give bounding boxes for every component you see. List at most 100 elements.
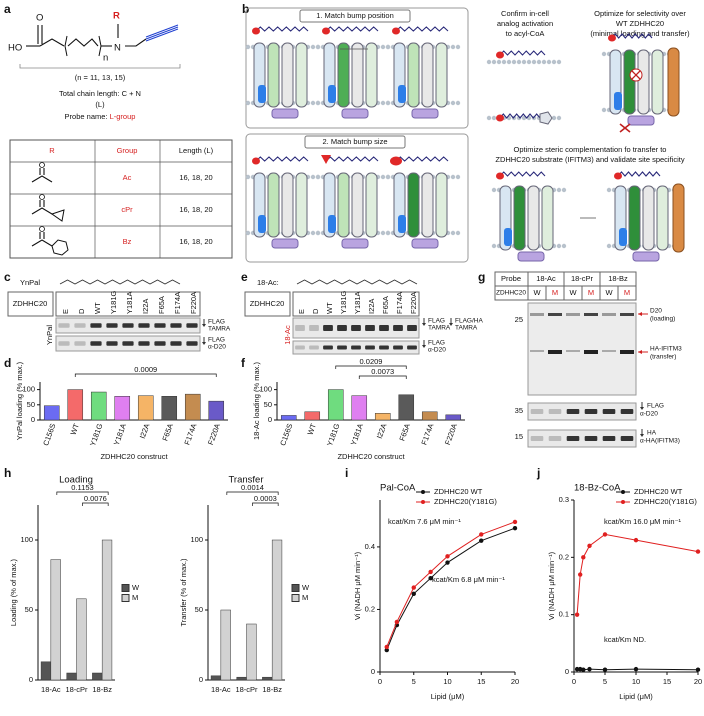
bar xyxy=(304,411,321,421)
probe: 18-Ac: xyxy=(257,278,279,287)
lipid xyxy=(450,230,456,236)
bond xyxy=(19,64,181,69)
bracket xyxy=(74,373,217,377)
pocket xyxy=(328,85,336,103)
pocket xyxy=(504,228,512,246)
annotation: kcat/Km 16.0 μM min⁻¹ xyxy=(604,517,682,526)
helix xyxy=(351,42,364,108)
group: Ac xyxy=(123,173,132,182)
bond xyxy=(145,28,179,42)
lipid xyxy=(516,115,522,121)
x-tick-label: F65A xyxy=(160,422,175,442)
lipid xyxy=(310,174,316,180)
chain xyxy=(499,50,546,56)
helix xyxy=(407,172,420,238)
annotation: kcat/Km 7.6 μM min⁻¹ xyxy=(388,517,461,526)
lipid xyxy=(501,59,507,65)
domain xyxy=(271,238,299,249)
chain xyxy=(325,156,379,162)
point xyxy=(411,585,416,590)
helix xyxy=(365,42,378,108)
marker: 35 xyxy=(515,406,523,415)
band-label: (transfer) xyxy=(650,354,676,361)
x-tick-label: C156S xyxy=(41,422,57,447)
bar xyxy=(76,598,87,681)
bond xyxy=(64,35,68,57)
band xyxy=(170,323,182,328)
band xyxy=(122,341,134,346)
table-header: R xyxy=(49,146,55,155)
x-tick-label: 18-Bz xyxy=(92,685,112,694)
lipid xyxy=(561,243,567,249)
band-label: (loading) xyxy=(650,316,675,323)
band xyxy=(337,345,347,350)
lipid xyxy=(551,59,557,65)
series-line xyxy=(386,521,516,648)
x-tick-label: 18-Ac xyxy=(211,685,231,694)
lipid xyxy=(531,59,537,65)
pocket xyxy=(258,85,266,103)
point xyxy=(512,519,518,525)
step-header xyxy=(304,135,406,149)
legend-marker xyxy=(621,500,625,504)
y-tick-label: 100 xyxy=(20,535,33,544)
chain xyxy=(611,33,653,39)
lipid xyxy=(511,59,517,65)
y-tick-label: 0 xyxy=(371,667,375,676)
annotation: 0.0076 xyxy=(84,494,107,503)
band xyxy=(620,435,634,442)
blot-label: TAMRA xyxy=(428,325,451,332)
lipid xyxy=(606,243,612,249)
x-tick-label: 18-Bz xyxy=(262,685,282,694)
legend-swatch xyxy=(291,594,300,602)
panel-label: c xyxy=(4,270,11,284)
helix xyxy=(267,42,280,108)
blot-label: FLAG/HA xyxy=(455,318,483,325)
arrow-head xyxy=(640,434,644,437)
bar xyxy=(210,675,222,681)
annotation: 0.0073 xyxy=(371,367,394,376)
lipid xyxy=(556,59,562,65)
bar xyxy=(208,400,225,421)
atom: N xyxy=(114,43,121,54)
arrow-head xyxy=(202,324,206,327)
lipid xyxy=(310,44,316,50)
band xyxy=(186,323,198,328)
band xyxy=(620,313,634,316)
lane-label: Y181G xyxy=(339,290,348,314)
bump xyxy=(252,27,260,35)
lane-label: WT xyxy=(93,302,102,314)
lipid xyxy=(315,174,321,180)
bracket xyxy=(335,365,407,369)
band xyxy=(106,341,118,346)
chart-title: 18-Bz-CoA xyxy=(574,483,621,494)
y-tick-label: 0 xyxy=(29,675,33,684)
chain xyxy=(255,26,309,32)
atom: O xyxy=(36,13,43,24)
x-tick-label: WT xyxy=(69,422,82,436)
row-label: ZDHHC20 xyxy=(250,299,285,308)
band xyxy=(295,345,305,350)
substrate xyxy=(672,183,685,253)
length: 16, 18, 20 xyxy=(179,237,212,246)
lipid xyxy=(455,100,461,106)
y-tick-label: 0.2 xyxy=(559,552,569,561)
bracket xyxy=(226,491,279,495)
band xyxy=(309,345,319,350)
bar xyxy=(327,389,344,421)
legend-marker xyxy=(421,500,425,504)
band xyxy=(365,345,375,350)
point xyxy=(587,543,592,549)
chain xyxy=(617,171,661,177)
header-cell xyxy=(292,291,420,317)
chain xyxy=(499,171,546,177)
lipid xyxy=(385,230,391,236)
caption: to acyl-CoA xyxy=(506,29,545,38)
band xyxy=(584,350,598,354)
lane-label: E xyxy=(297,309,306,314)
panel-label: e xyxy=(241,270,248,284)
lane-label: Y181A xyxy=(353,291,362,314)
bar xyxy=(220,609,231,681)
caption: ZDHHC20 substrate (IFITM3) and validate … xyxy=(495,155,684,164)
band xyxy=(566,313,580,316)
